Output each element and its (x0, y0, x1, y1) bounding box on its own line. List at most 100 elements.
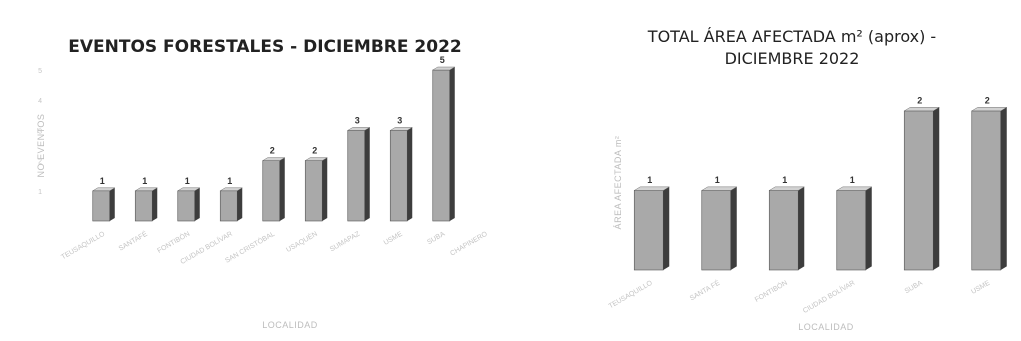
bar-front (134, 190, 153, 222)
bar-front (262, 160, 281, 222)
bar-front (389, 130, 408, 222)
bar-top (262, 157, 286, 161)
bar-side (237, 187, 243, 221)
bar-top (836, 186, 873, 191)
bar (389, 127, 413, 222)
y-tick-label: 3 (38, 128, 42, 135)
chart-area-afectada-svg: TOTAL ÁREA AFECTADA m² (aprox) - DICIEMBR… (608, 27, 1008, 332)
y-axis-label: ÁREA AFECTADA m² (613, 136, 623, 230)
bar (177, 187, 201, 222)
y-tick-label: 4 (38, 98, 42, 105)
bar (768, 186, 805, 271)
bar-side (933, 107, 940, 271)
bar (347, 127, 371, 222)
bar-value-label: 2 (917, 95, 922, 105)
bar-side (798, 186, 805, 270)
y-tick-label: 2 (38, 159, 42, 166)
x-tick-label: SUBA (426, 231, 446, 247)
bar-value-label: 3 (397, 115, 402, 125)
y-tick-label: 5 (38, 68, 42, 75)
x-tick-label: USME (383, 231, 404, 247)
bar-side (194, 187, 200, 221)
bar-value-label: 3 (355, 115, 360, 125)
chart-title-line-2: DICIEMBRE 2022 (725, 49, 860, 68)
bar-side (730, 186, 737, 270)
bar-front (971, 110, 1002, 271)
bar-top (432, 66, 456, 71)
x-tick-label: CHAPINERO (449, 230, 489, 257)
bar-side (109, 187, 115, 221)
x-axis-label: LOCALIDAD (798, 322, 854, 332)
x-tick-label: FONTIBÓN (155, 229, 191, 255)
bar-value-label: 1 (142, 176, 147, 186)
bar-top (219, 187, 243, 192)
chart-title-line-1: TOTAL ÁREA AFECTADA m² (aprox) - (647, 27, 936, 46)
bar-side (663, 186, 670, 270)
bar (903, 107, 940, 271)
x-tick-label: USAQUÉN (284, 229, 318, 254)
bar-top (304, 157, 328, 161)
bar-front (304, 160, 323, 222)
bar-side (322, 157, 328, 221)
bar-side (449, 67, 455, 221)
bar-side (865, 186, 872, 270)
bar-side (407, 127, 413, 221)
y-axis-label: NO EVENTOS (36, 114, 46, 178)
bar-top (633, 186, 670, 191)
chart-eventos-forestales-svg: EVENTOS FORESTALES - DICIEMBRE 2022 NO EV… (36, 37, 489, 330)
bar-top (347, 127, 371, 131)
bar (633, 186, 670, 271)
x-tick-label: SANTAFÉ (117, 229, 149, 253)
bar-side (279, 157, 285, 221)
bar-value-label: 5 (440, 55, 445, 65)
bar (134, 187, 158, 222)
bar-value-label: 1 (850, 175, 855, 185)
x-tick-label: FONTIBÓN (753, 278, 789, 304)
bar-front (903, 110, 934, 271)
bar-front (633, 190, 664, 271)
x-tick-label: SUBA (904, 280, 924, 296)
bar-side (152, 187, 158, 221)
bar-side (1000, 107, 1007, 271)
bar-value-label: 1 (227, 176, 232, 186)
x-tick-label: SUMAPAZ (329, 230, 362, 253)
bar-value-label: 1 (782, 175, 787, 185)
chart-title: EVENTOS FORESTALES - DICIEMBRE 2022 (68, 37, 462, 57)
bar-top (177, 187, 201, 192)
bar (219, 187, 243, 222)
bar-value-label: 1 (715, 175, 720, 185)
bar-top (971, 107, 1008, 112)
x-tick-label: USME (970, 280, 991, 296)
bar-front (92, 190, 111, 222)
bar-top (768, 186, 805, 191)
x-tick-label: TEUSAQUILLO (608, 279, 654, 310)
bar-front (432, 69, 451, 222)
bar-front (768, 190, 799, 271)
bar-value-label: 1 (185, 176, 190, 186)
chart-area-afectada: TOTAL ÁREA AFECTADA m² (aprox) - DICIEMBR… (560, 0, 1021, 341)
y-tick-label: 1 (38, 189, 42, 196)
bar-value-label: 2 (312, 146, 317, 156)
bar (836, 186, 873, 271)
bar-top (701, 186, 738, 191)
bar (92, 187, 116, 222)
bar-value-label: 1 (647, 175, 652, 185)
x-axis-label: LOCALIDAD (262, 320, 318, 330)
bar (304, 157, 328, 222)
bar-front (219, 190, 238, 222)
bar-front (701, 190, 732, 271)
bar (432, 66, 456, 222)
bar-top (389, 127, 413, 131)
x-tick-label: TEUSAQUILLO (60, 230, 106, 261)
bar-front (347, 130, 366, 222)
bar-front (836, 190, 867, 271)
bar-side (364, 127, 370, 221)
bar-top (92, 187, 116, 192)
x-tick-label: SANTA FÉ (688, 278, 722, 303)
bar-value-label: 1 (100, 176, 105, 186)
bar-value-label: 2 (270, 146, 275, 156)
bar (701, 186, 738, 271)
x-tick-label: CIUDAD BOLÍVAR (801, 278, 856, 315)
bar-top (903, 107, 940, 112)
bar-front (177, 190, 196, 222)
